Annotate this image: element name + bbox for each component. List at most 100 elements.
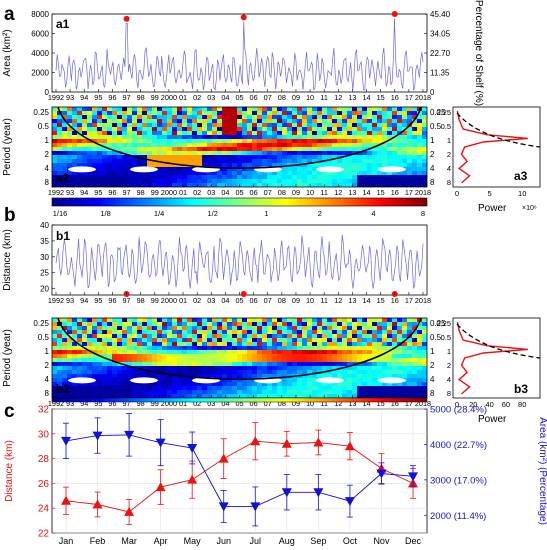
wavelet-cell [257,143,263,148]
wavelet-cell [287,354,293,359]
year-tick-label: 99 [151,399,159,408]
wavelet-cell [207,350,213,355]
wavelet-cell [392,358,398,363]
wavelet-cell [182,342,188,347]
colorbar-tick-label: 8 [421,209,425,218]
wavelet-cell [192,390,198,395]
wavelet-cell [327,151,333,156]
wavelet-cell [417,374,423,379]
wavelet-cell [397,338,403,343]
wavelet-cell [277,318,283,323]
wavelet-cell [117,318,123,323]
wavelet-cell [272,135,278,140]
wavelet-cell [422,350,427,355]
wavelet-cell [92,330,98,335]
wavelet-cell [322,171,328,176]
wavelet-cell [122,386,128,391]
wavelet-cell [327,175,333,180]
wavelet-cell [177,346,183,351]
wavelet-cell [327,370,333,375]
wavelet-cell [187,175,193,180]
wavelet-low-power-patch [316,377,344,384]
wavelet-cell [332,143,338,148]
wavelet-cell [132,330,138,335]
c-frame [51,408,428,534]
wavelet-cell [377,151,383,156]
colorbar-tick-label: 1/8 [100,209,110,218]
wavelet-cell [352,382,358,387]
year-tick-label: 15 [377,296,385,305]
wavelet-cell [167,139,173,144]
wavelet-cell [67,139,73,144]
a1-ytick-right: 34.05 [430,30,451,39]
wavelet-cell [317,171,323,176]
wavelet-cell [247,183,253,187]
wavelet-cell [372,362,378,367]
wavelet-cell [117,350,123,355]
wavelet-cell [92,147,98,152]
wavelet-cell [167,338,173,343]
wavelet-cell [222,330,228,335]
wavelet-cell [192,107,198,112]
wavelet-cell [62,390,68,395]
wavelet-cell [352,338,358,343]
wavelet-cell [52,155,58,160]
wavelet-cell [322,179,328,184]
wavelet-cell [242,159,248,164]
wavelet-cell [302,354,308,359]
wavelet-cell [107,334,113,339]
wavelet-cell [152,135,158,140]
wavelet-cell [232,163,238,168]
wavelet-cell [362,362,368,367]
wavelet-cell [152,143,158,148]
b1-label: b1 [56,229,70,243]
wavelet-cell [422,326,427,331]
wavelet-cell [232,135,238,140]
wavelet-low-power-patch [130,377,158,384]
wavelet-cell [167,350,173,355]
wavelet-cell [372,366,378,371]
wavelet-cell [272,115,278,120]
wavelet-cell [107,131,113,136]
wavelet-cell [157,135,163,140]
wavelet-cell [237,362,243,367]
wavelet-cell [362,366,368,371]
wavelet-cell [302,358,308,363]
wavelet-cell [387,370,393,375]
a3-exponent: ×10⁶ [522,205,537,212]
wavelet-cell [232,350,238,355]
wavelet-cell [422,386,427,391]
wavelet-cell [147,135,153,140]
wavelet-cell [357,386,363,391]
wavelet-cell [97,330,103,335]
wavelet-cell [182,322,188,327]
wavelet-cell [62,370,68,375]
wavelet-cell [187,318,193,323]
wavelet-cell [137,159,143,164]
wavelet-cell [317,139,323,144]
wavelet-cell [177,119,183,124]
wavelet-cell [102,131,108,136]
wavelet-cell [167,107,173,112]
wavelet-cell [247,362,253,367]
wavelet-cell [277,123,283,128]
wavelet-cell [112,370,118,375]
year-tick-label: 96 [108,93,116,102]
wavelet-cell [242,123,248,128]
wavelet-cell [337,143,343,148]
wavelet-cell [377,147,383,152]
wavelet-cell [212,358,218,363]
b1-ytick: 25 [40,269,49,278]
wavelet-cell [62,171,68,176]
wavelet-cell [417,123,423,128]
wavelet-cell [362,119,368,124]
global-period-tick: 0.25 [436,108,451,117]
wavelet-cell [342,123,348,128]
wavelet-cell [52,147,58,152]
wavelet-cell [412,151,418,156]
wavelet-cell [417,159,423,164]
year-tick-label: 03 [207,188,215,197]
year-tick-label: 13 [348,188,356,197]
wavelet-cell [172,179,178,184]
wavelet-cell [127,346,133,351]
